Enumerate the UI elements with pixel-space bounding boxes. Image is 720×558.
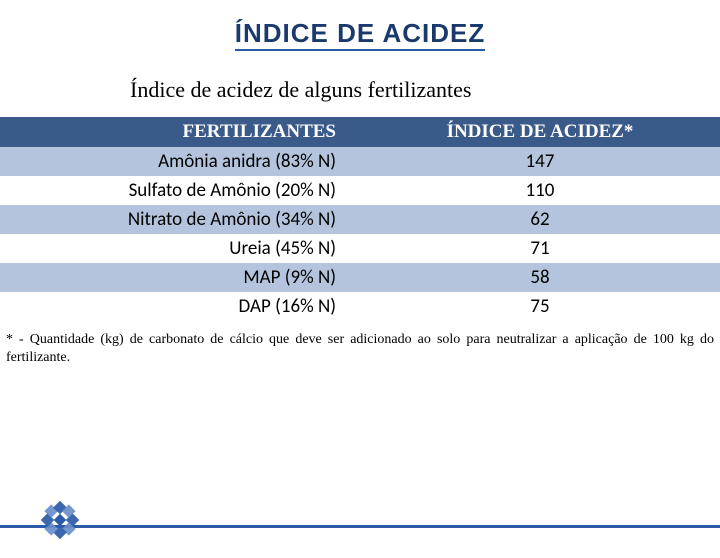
cell-index: 147 xyxy=(360,147,720,176)
table-row: Ureia (45% N)71 xyxy=(0,234,720,263)
table-row: DAP (16% N)75 xyxy=(0,292,720,321)
page-title: ÍNDICE DE ACIDEZ xyxy=(0,18,720,49)
table-header-row: FERTILIZANTES ÍNDICE DE ACIDEZ* xyxy=(0,117,720,147)
cell-index: 110 xyxy=(360,176,720,205)
cell-index: 71 xyxy=(360,234,720,263)
table-row: Sulfato de Amônio (20% N)110 xyxy=(0,176,720,205)
footnote: * - Quantidade (kg) de carbonato de cálc… xyxy=(0,321,720,366)
subtitle: Índice de acidez de alguns fertilizantes xyxy=(130,77,720,103)
cell-fertilizer: Nitrato de Amônio (34% N) xyxy=(0,205,360,234)
cell-index: 58 xyxy=(360,263,720,292)
cell-fertilizer: DAP (16% N) xyxy=(0,292,360,321)
cell-fertilizer: MAP (9% N) xyxy=(0,263,360,292)
logo-icon xyxy=(34,494,86,546)
acidity-table: FERTILIZANTES ÍNDICE DE ACIDEZ* Amônia a… xyxy=(0,117,720,321)
cell-index: 62 xyxy=(360,205,720,234)
table-row: MAP (9% N)58 xyxy=(0,263,720,292)
cell-fertilizer: Amônia anidra (83% N) xyxy=(0,147,360,176)
cell-fertilizer: Ureia (45% N) xyxy=(0,234,360,263)
cell-index: 75 xyxy=(360,292,720,321)
col-header-fertilizer: FERTILIZANTES xyxy=(0,117,360,147)
cell-fertilizer: Sulfato de Amônio (20% N) xyxy=(0,176,360,205)
title-text: ÍNDICE DE ACIDEZ xyxy=(235,18,486,51)
table-row: Nitrato de Amônio (34% N)62 xyxy=(0,205,720,234)
footer-line xyxy=(0,525,720,528)
footer xyxy=(0,516,720,534)
col-header-index: ÍNDICE DE ACIDEZ* xyxy=(360,117,720,147)
table-row: Amônia anidra (83% N)147 xyxy=(0,147,720,176)
